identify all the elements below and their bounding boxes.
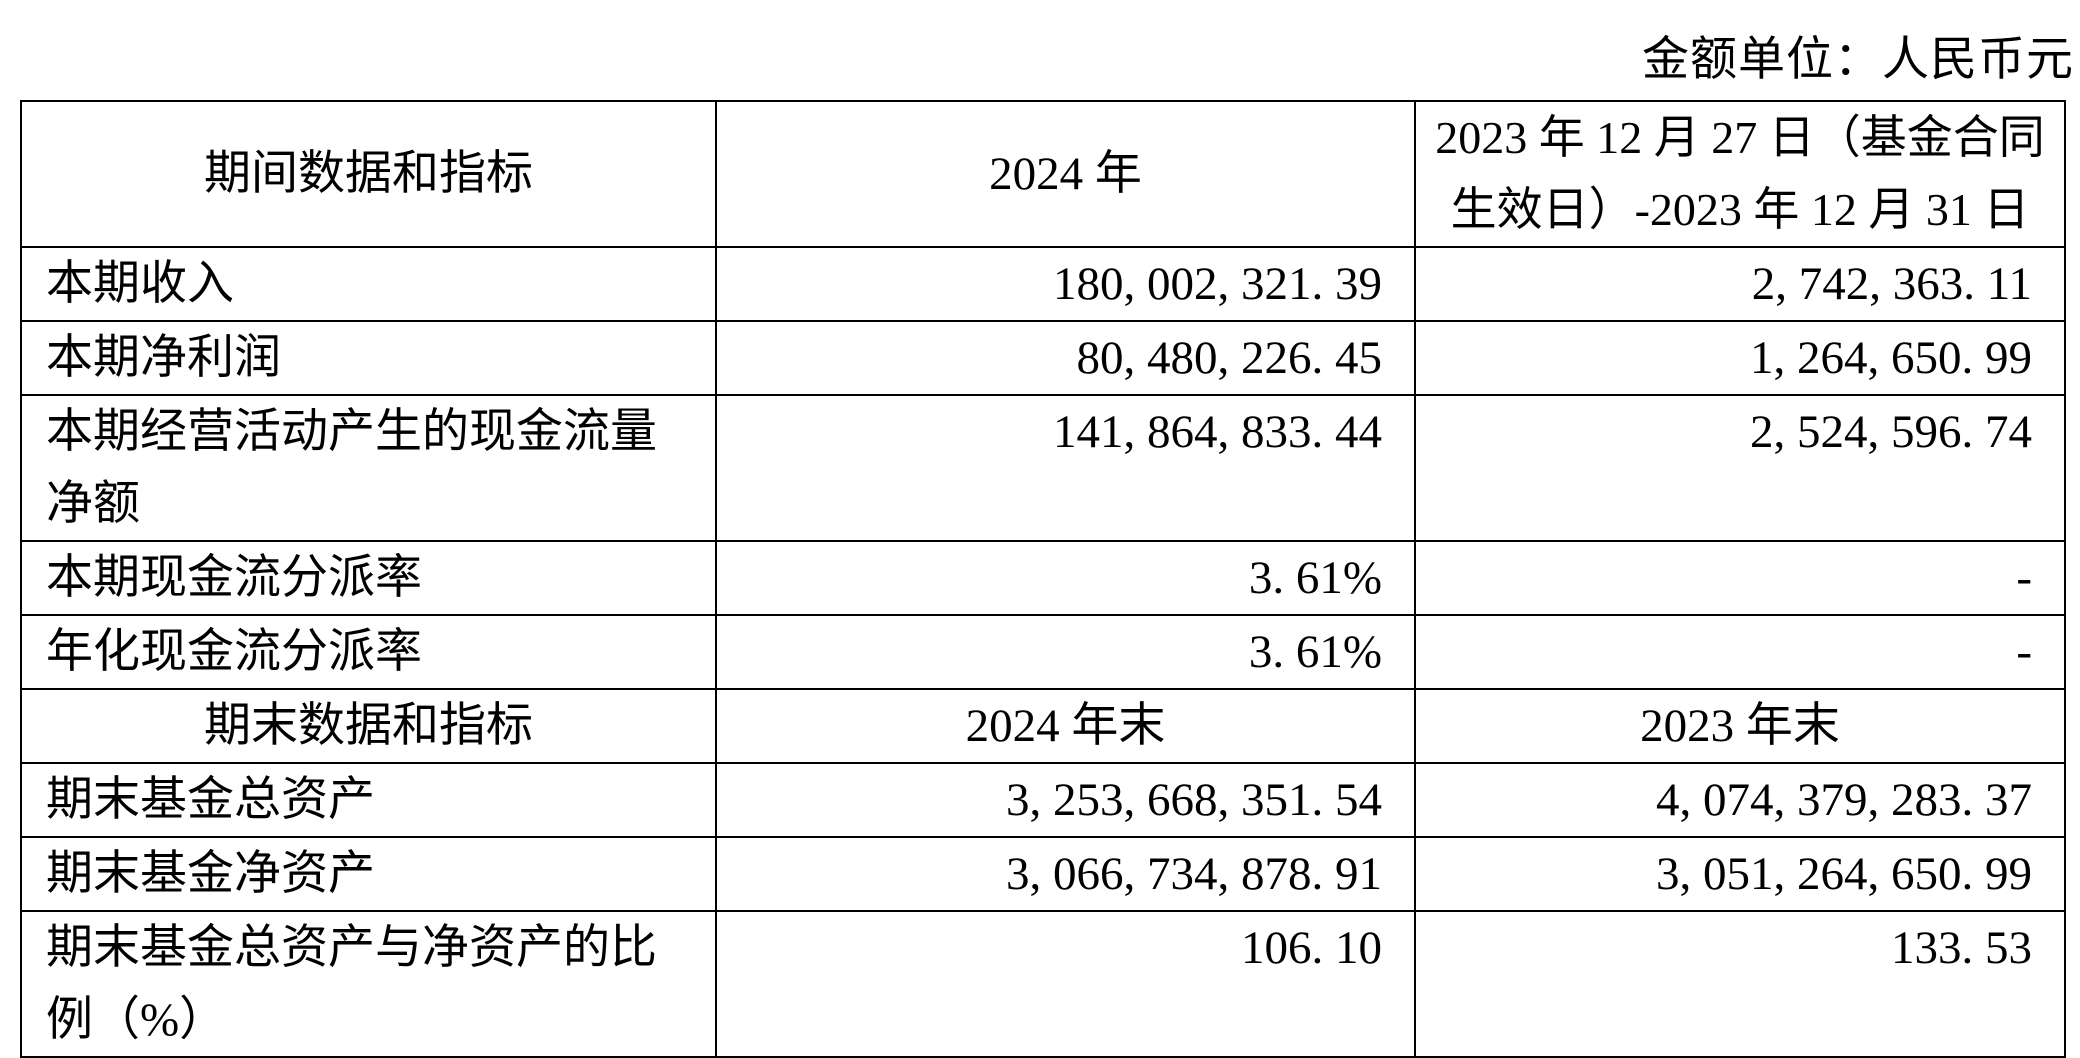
row-label-cell: 本期收入 [20,246,717,322]
period-2024-header-cell: 2024 年 [715,100,1416,248]
row-label-line: 期末基金总资产与净资产的比 [46,922,657,974]
period-2023-header-line2: 生效日）-2023 年 12 月 31 日 [1450,184,2030,235]
row-label-cell: 本期净利润 [20,320,717,396]
row-label-cell: 期末基金总资产 [20,762,717,838]
period-2023-header-cell: 2023 年 12 月 27 日（基金合同 生效日）-2023 年 12 月 3… [1414,100,2066,248]
value-cell-2024: 80, 480, 226. 45 [715,320,1416,396]
table-row-annualized-cash-distribution-rate: 年化现金流分派率 3. 61% - [20,614,2066,690]
row-label-line: 本期现金流分派率 [46,552,422,604]
value-cell-2023: 2, 524, 596. 74 [1414,394,2066,542]
value-cell-2024: 106. 10 [715,910,1416,1058]
row-label-line: 期末基金总资产 [46,774,375,826]
endperiod-2024-header-cell: 2024 年末 [715,688,1416,764]
amount-unit-label: 金额单位：人民币元 [1642,34,2074,86]
row-label-line: 本期收入 [46,258,234,310]
period-indicator-header-cell: 期间数据和指标 [20,100,717,248]
row-label-cell: 期末基金净资产 [20,836,717,912]
value-cell-2024: 3, 253, 668, 351. 54 [715,762,1416,838]
table-row-net-assets: 期末基金净资产 3, 066, 734, 878. 91 3, 051, 264… [20,836,2066,912]
endperiod-2023-header-cell: 2023 年末 [1414,688,2066,764]
period-2023-header-line1: 2023 年 12 月 27 日（基金合同 [1435,112,2045,163]
row-label-line: 期末基金净资产 [46,848,375,900]
value-cell-2024: 180, 002, 321. 39 [715,246,1416,322]
value-cell-2023: - [1414,614,2066,690]
row-label-cell: 年化现金流分派率 [20,614,717,690]
value-cell-2024: 3. 61% [715,540,1416,616]
period-header-row: 期间数据和指标 2024 年 2023 年 12 月 27 日（基金合同 生效日… [20,100,2066,248]
endperiod-indicator-header-cell: 期末数据和指标 [20,688,717,764]
value-cell-2024: 141, 864, 833. 44 [715,394,1416,542]
value-cell-2024: 3. 61% [715,614,1416,690]
row-label-line: 本期经营活动产生的现金流量 [46,406,657,458]
value-cell-2023: 1, 264, 650. 99 [1414,320,2066,396]
row-label-cell: 本期经营活动产生的现金流量 净额 [20,394,717,542]
table-row-current-income: 本期收入 180, 002, 321. 39 2, 742, 363. 11 [20,246,2066,322]
table-row-operating-cashflow: 本期经营活动产生的现金流量 净额 141, 864, 833. 44 2, 52… [20,394,2066,542]
table-row-net-profit: 本期净利润 80, 480, 226. 45 1, 264, 650. 99 [20,320,2066,396]
value-cell-2023: - [1414,540,2066,616]
row-label-cell: 本期现金流分派率 [20,540,717,616]
row-label-line: 年化现金流分派率 [46,626,422,678]
row-label-line: 例（%） [46,994,227,1046]
value-cell-2023: 133. 53 [1414,910,2066,1058]
row-label-line: 本期净利润 [46,332,281,384]
value-cell-2023: 2, 742, 363. 11 [1414,246,2066,322]
value-cell-2024: 3, 066, 734, 878. 91 [715,836,1416,912]
row-label-cell: 期末基金总资产与净资产的比 例（%） [20,910,717,1058]
top-bar: 金额单位：人民币元 [0,0,2080,86]
table-row-assets-to-net-assets-ratio: 期末基金总资产与净资产的比 例（%） 106. 10 133. 53 [20,910,2066,1058]
fund-financial-indicators-table: 期间数据和指标 2024 年 2023 年 12 月 27 日（基金合同 生效日… [20,100,2066,1058]
value-cell-2023: 3, 051, 264, 650. 99 [1414,836,2066,912]
table-row-total-assets: 期末基金总资产 3, 253, 668, 351. 54 4, 074, 379… [20,762,2066,838]
value-cell-2023: 4, 074, 379, 283. 37 [1414,762,2066,838]
endperiod-header-row: 期末数据和指标 2024 年末 2023 年末 [20,688,2066,764]
row-label-line: 净额 [46,478,140,530]
table-row-cash-distribution-rate: 本期现金流分派率 3. 61% - [20,540,2066,616]
